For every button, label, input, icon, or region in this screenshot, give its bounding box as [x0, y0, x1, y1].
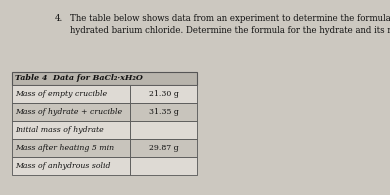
Bar [12, 157, 130, 175]
Bar [130, 139, 197, 157]
Text: 31.35 g: 31.35 g [149, 108, 179, 116]
Text: Initial mass of hydrate: Initial mass of hydrate [15, 126, 104, 134]
Text: Mass of empty crucible: Mass of empty crucible [15, 90, 107, 98]
Bar [12, 139, 130, 157]
Bar [12, 72, 197, 85]
Text: Mass of hydrate + crucible: Mass of hydrate + crucible [15, 108, 122, 116]
Bar [130, 103, 197, 121]
Text: 21.30 g: 21.30 g [149, 90, 179, 98]
Bar [12, 103, 130, 121]
Bar [130, 121, 197, 139]
Text: 29.87 g: 29.87 g [149, 144, 179, 152]
Text: Mass after heating 5 min: Mass after heating 5 min [15, 144, 114, 152]
Bar [12, 85, 130, 103]
Text: hydrated barium chloride. Determine the formula for the hydrate and its name.: hydrated barium chloride. Determine the … [70, 26, 390, 35]
Bar [130, 85, 197, 103]
Text: Mass of anhydrous solid: Mass of anhydrous solid [15, 162, 110, 170]
Text: Table 4  Data for BaCl₂·xH₂O: Table 4 Data for BaCl₂·xH₂O [15, 74, 143, 82]
Text: The table below shows data from an experiment to determine the formulas of: The table below shows data from an exper… [70, 14, 390, 23]
Bar [12, 121, 130, 139]
Bar [130, 157, 197, 175]
Text: 4.: 4. [55, 14, 63, 23]
